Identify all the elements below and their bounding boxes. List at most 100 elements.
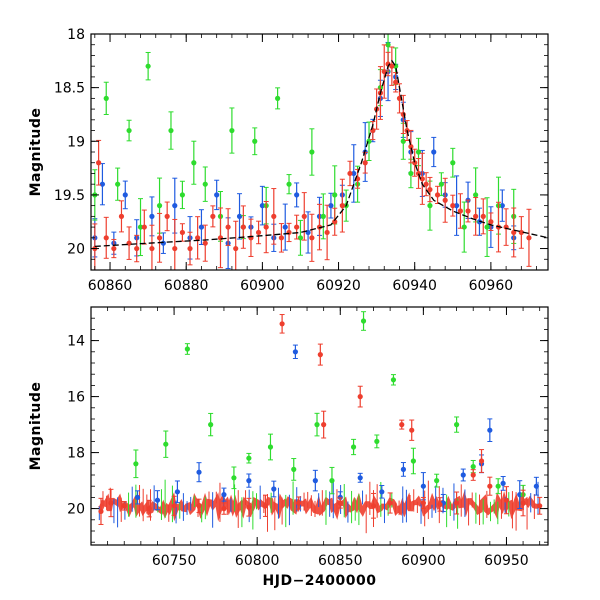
green-point [115, 181, 121, 187]
y-axis-title: Magnitude [28, 382, 44, 471]
blue-point [351, 170, 357, 177]
green-point [231, 475, 237, 481]
y-tick-label: 16 [67, 390, 85, 406]
y-tick-label: 19 [67, 134, 85, 150]
green-point [450, 160, 456, 166]
red-point [537, 503, 543, 509]
red-point [271, 213, 277, 219]
red-point [434, 192, 441, 198]
blue-point [134, 494, 141, 500]
red-point [503, 497, 510, 503]
green-point [103, 95, 109, 101]
green-point [229, 127, 235, 134]
red-point [171, 503, 177, 509]
y-tick-label: 19.5 [54, 188, 85, 204]
red-point [389, 63, 395, 69]
green-point [137, 224, 144, 230]
red-point [420, 500, 426, 506]
x-tick-label: 60940 [392, 278, 437, 294]
red-point [321, 422, 327, 428]
red-point [362, 160, 368, 166]
red-point [442, 197, 448, 203]
green-point [470, 464, 476, 470]
red-point [195, 235, 201, 241]
green-point [246, 455, 252, 461]
blue-point [149, 213, 155, 219]
blue-point [379, 489, 385, 495]
blue-point [174, 489, 181, 495]
red-point [240, 224, 246, 230]
blue-point [533, 483, 539, 489]
red-point [126, 240, 132, 246]
red-point [423, 181, 429, 187]
red-point [357, 394, 363, 400]
green-point [191, 160, 197, 166]
x-tick-label: 60960 [469, 278, 514, 294]
blue-point [431, 149, 437, 155]
red-point [337, 500, 343, 506]
green-point [473, 192, 479, 198]
red-point [217, 235, 224, 241]
blue-point [246, 478, 252, 484]
blue-point [122, 192, 128, 198]
red-point [294, 224, 300, 230]
red-point [419, 176, 425, 182]
red-point [221, 506, 227, 512]
green-point [297, 235, 304, 241]
green-point [332, 192, 338, 198]
red-point [103, 235, 109, 241]
red-point [511, 229, 517, 236]
red-point [399, 422, 405, 428]
y-tick-label: 18.5 [54, 81, 85, 97]
red-point [301, 213, 307, 219]
green-point [179, 192, 185, 198]
blue-point [454, 203, 460, 209]
x-tick-label: 60900 [240, 278, 285, 294]
green-point [484, 224, 490, 230]
red-point [470, 472, 476, 478]
green-point [267, 444, 274, 450]
red-point [278, 235, 285, 241]
red-point [324, 229, 330, 236]
red-point [309, 235, 315, 241]
x-tick-label: 60880 [164, 278, 209, 294]
red-point [246, 504, 252, 510]
blue-point [357, 475, 363, 481]
green-point [350, 444, 357, 450]
blue-point [160, 240, 166, 246]
blue-point [294, 192, 300, 198]
red-point [487, 483, 493, 489]
bottom-panel: 60750 60800 60850 60900 60950 14 16 18 20 Magnitu… [28, 306, 549, 589]
red-point [118, 213, 125, 219]
red-point [488, 219, 494, 225]
x-tick-label: 60950 [484, 553, 529, 569]
red-point [263, 224, 269, 230]
red-point [141, 224, 147, 230]
blue-point [499, 203, 505, 209]
red-point [427, 186, 433, 193]
red-point [450, 203, 456, 209]
y-tick-label: 18 [67, 27, 85, 43]
green-point [415, 149, 422, 155]
y-tick-label: 14 [67, 334, 85, 350]
green-point [168, 127, 174, 134]
red-point [478, 458, 485, 464]
green-point [360, 318, 367, 324]
green-point [329, 478, 335, 484]
red-point [98, 508, 104, 514]
green-point [320, 213, 326, 219]
red-point [121, 503, 127, 509]
green-point [400, 138, 406, 144]
blue-point [312, 478, 318, 484]
red-point [370, 503, 377, 509]
red-point [202, 240, 208, 246]
red-point [526, 235, 532, 241]
green-point [408, 170, 414, 177]
blue-point [198, 224, 205, 230]
red-point [225, 224, 231, 230]
green-point [438, 181, 444, 187]
x-tick-label: 60800 [235, 553, 280, 569]
blue-point [236, 213, 243, 219]
green-point [385, 42, 391, 48]
x-tick-label: 60750 [152, 553, 197, 569]
